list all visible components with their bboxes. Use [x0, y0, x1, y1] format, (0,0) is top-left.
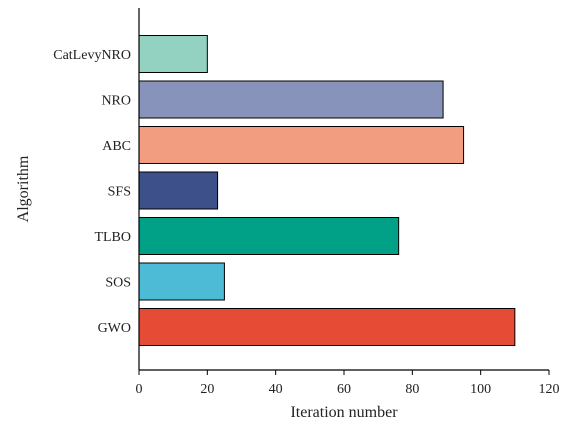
x-tick-label-40: 40 — [269, 382, 283, 397]
y-tick-label-nro: NRO — [101, 94, 131, 109]
bar-gwo — [138, 308, 516, 346]
y-axis-title: Algorithm — [15, 155, 32, 222]
bars-group — [138, 35, 516, 346]
y-tick-label-gwo: GWO — [98, 321, 131, 336]
x-tick-label-60: 60 — [337, 382, 351, 397]
y-tick-label-tlbo: TLBO — [94, 230, 131, 245]
bar-catlevynro — [138, 35, 208, 73]
x-ticks-group: 0 20 40 60 80 100 120 — [136, 370, 560, 397]
y-tick-labels: CatLevyNRO NRO ABC SFS TLBO SOS GWO — [53, 48, 131, 336]
bar-nro — [138, 80, 444, 119]
bar-abc — [138, 126, 465, 164]
bar-sfs — [138, 171, 219, 210]
x-tick-label-100: 100 — [470, 382, 491, 397]
y-tick-label-sfs: SFS — [108, 185, 131, 200]
x-tick-label-80: 80 — [405, 382, 419, 397]
y-tick-label-sos: SOS — [105, 276, 131, 291]
x-tick-label-0: 0 — [136, 382, 143, 397]
bar-sos — [138, 262, 225, 301]
x-tick-label-120: 120 — [539, 382, 560, 397]
x-tick-label-20: 20 — [200, 382, 214, 397]
bar-tlbo — [138, 217, 400, 255]
x-axis-title: Iteration number — [290, 404, 398, 421]
y-tick-label-abc: ABC — [102, 139, 131, 154]
y-tick-label-catlevynro: CatLevyNRO — [53, 48, 131, 63]
